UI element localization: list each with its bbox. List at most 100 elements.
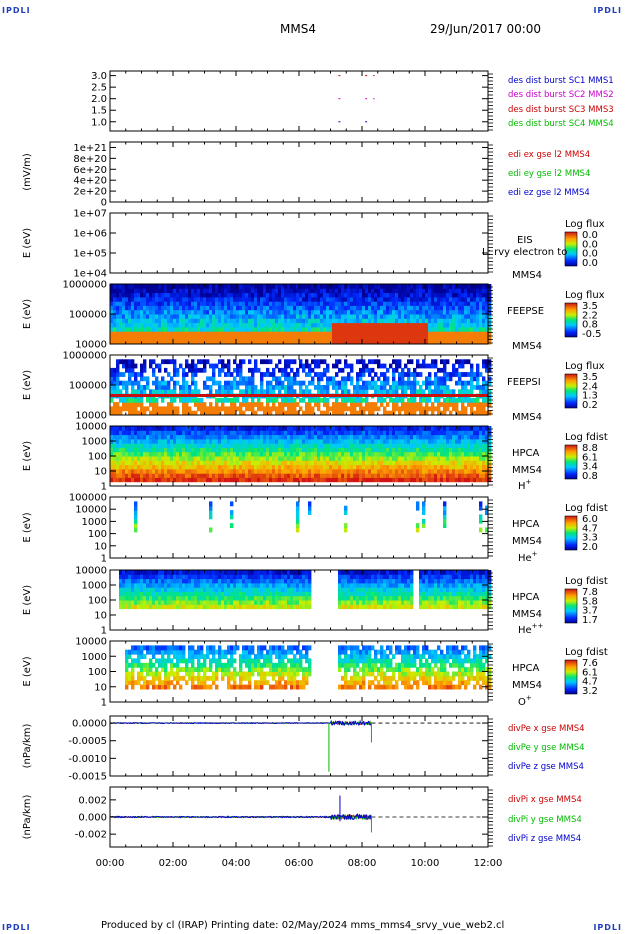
hpca_he2-colorbar-tick: 1.7: [582, 615, 598, 626]
eis-colorbar-tick: 0.0: [582, 249, 598, 260]
hpca_o-ytick-label: 100: [88, 667, 107, 678]
hpca_h-ytick-label: 1000: [82, 437, 107, 448]
feepsi-ytick-label: 10000: [75, 411, 107, 422]
feepse-instrument-label: FEEPSE: [507, 306, 544, 317]
divpi-ytick-label: -0.002: [75, 830, 107, 841]
panel-burst: 3.02.52.01.51.0 des dist burst SC1 MMS1 de…: [91, 70, 614, 132]
eis-sc-label: MMS4: [512, 270, 542, 281]
feepsi-colorbar-tick: 3.5: [582, 372, 598, 383]
divpe-ytick-label: -0.0005: [68, 736, 107, 747]
eis-colorbar-title: Log flux: [565, 219, 605, 230]
hpca_he2-colorbar: [564, 588, 578, 624]
feepse-colorbar-tick: 3.5: [582, 301, 598, 312]
edi-ylabel: (mV/m): [22, 153, 33, 191]
hpca_o-ylabel: E (eV): [22, 656, 33, 686]
hpca_he2-colorbar-tick: 5.8: [582, 596, 598, 607]
panel-hpca_o: 10000 1000 100 10 1 E (eV) Log fdist7.66.14.73…: [22, 637, 608, 709]
hpca_he-colorbar-tick: 2.0: [582, 542, 598, 553]
feepsi-ylabel: E (eV): [22, 370, 33, 400]
hpca_he2-colorbar-tick: 7.8: [582, 587, 598, 598]
panel-hpca_h: 10000 1000 100 10 1 E (eV) Log fdist8.86.13.40…: [22, 422, 608, 493]
hpca_h-ytick-label: 1: [101, 482, 107, 493]
hpca_o-colorbar-tick: 6.1: [582, 667, 598, 678]
x-tick-label: 00:00: [96, 858, 125, 869]
footer-credit: Produced by cl (IRAP) Printing date: 02/…: [101, 920, 505, 931]
edi-legend-0: edi ex gse l2 MMS4: [508, 150, 590, 160]
hpca_h-ylabel: E (eV): [22, 441, 33, 471]
divpi-legend-0: divPi x gse MMS4: [508, 795, 582, 805]
hpca_o-ytick-label: 1000: [82, 652, 107, 663]
hpca_he2-ytick-label: 10000: [75, 566, 107, 577]
x-tick-label: 06:00: [285, 858, 314, 869]
hpca_he-sc-label: MMS4: [512, 536, 542, 547]
panel-feepse: 1000000 100000 10000 E (eV) Log flux3.52.20.…: [22, 280, 605, 353]
hpca_o-species: O+: [518, 694, 532, 708]
divpe-legend-1: divPe y gse MMS4: [508, 743, 585, 753]
hpca_o-sc-label: MMS4: [512, 680, 542, 691]
hpca_he-ylabel: E (eV): [22, 512, 33, 542]
burst-legend-0: des dist burst SC1 MMS1: [508, 76, 614, 86]
feepsi-instrument-label: FEEPSI: [507, 377, 541, 388]
hpca_o-ytick-label: 10000: [75, 637, 107, 648]
eis-ytick-label: 1e+07: [73, 209, 107, 220]
burst-ytick-label: 2.0: [91, 94, 107, 105]
hpca_he2-ytick-label: 100: [88, 596, 107, 607]
hpca_he-colorbar-tick: 3.3: [582, 533, 598, 544]
burst-legend-2: des dist burst SC3 MMS3: [508, 105, 614, 115]
feepse-ytick-label: 100000: [69, 310, 107, 321]
hpca_he-ytick-label: 1: [101, 554, 107, 565]
feepse-colorbar-tick: 2.2: [582, 310, 598, 321]
hpca_h-instrument-label: HPCA: [512, 448, 540, 459]
divpe-ytick-label: -0.0015: [68, 772, 107, 783]
hpca_he2-colorbar-tick: 3.7: [582, 606, 598, 617]
hpca_h-ytick-label: 100: [88, 452, 107, 463]
hpca_he-colorbar-title: Log fdist: [565, 503, 608, 514]
hpca_he-ytick-label: 100000: [69, 493, 107, 504]
hpca_he2-instrument-label: HPCA: [512, 592, 540, 603]
divpi-legend-2: divPi z gse MMS4: [508, 834, 581, 844]
hpca_o-colorbar-tick: 4.7: [582, 677, 598, 688]
date-title: 29/Jun/2017 00:00: [430, 22, 542, 36]
eis-colorbar-tick: 0.0: [582, 230, 598, 241]
feepsi-colorbar-tick: 0.2: [582, 400, 598, 411]
eis-colorbar-tick: 0.0: [582, 239, 598, 250]
divpi-ylabel: (nPa/km): [22, 795, 33, 840]
divpi-legend-1: divPi y gse MMS4: [508, 815, 582, 825]
x-tick-label: 04:00: [222, 858, 251, 869]
feepsi-ytick-label: 100000: [69, 381, 107, 392]
burst-frame: [109, 70, 489, 132]
feepse-colorbar-tick: -0.5: [582, 329, 602, 340]
hpca_he-ytick-label: 10000: [75, 505, 107, 516]
corner-mark-bottom-right: IPDLI: [593, 923, 622, 932]
burst-ytick-label: 2.5: [91, 83, 107, 94]
hpca_he-species: He+: [518, 550, 538, 564]
feepsi-colorbar: [564, 373, 578, 409]
divpe-ytick-label: -0.0010: [68, 754, 107, 765]
hpca_o-colorbar-title: Log fdist: [565, 647, 608, 658]
corner-mark-top-left: IPDLI: [2, 6, 31, 15]
feepsi-sc-label: MMS4: [512, 412, 542, 423]
hpca_o-ytick-label: 1: [101, 698, 107, 709]
spacecraft-title: MMS4: [280, 22, 316, 36]
feepse-sc-label: MMS4: [512, 341, 542, 352]
divpe-legend-0: divPe x gse MMS4: [508, 724, 585, 734]
feepsi-colorbar-title: Log flux: [565, 361, 605, 372]
eis-colorbar: [564, 231, 578, 267]
edi-ytick-label: 6e+20: [73, 165, 107, 176]
hpca_he2-ytick-label: 10: [94, 611, 107, 622]
divpi-ytick-label: 0.000: [78, 813, 107, 824]
hpca_he2-ytick-label: 1: [101, 626, 107, 637]
corner-mark-top-right: IPDLI: [593, 6, 622, 15]
divpe-legend-2: divPe z gse MMS4: [508, 762, 584, 772]
feepse-colorbar-tick: 0.8: [582, 320, 598, 331]
hpca_he-colorbar-tick: 6.0: [582, 514, 598, 525]
hpca_h-colorbar: [564, 444, 578, 480]
corner-mark-bottom-left: IPDLI: [2, 923, 31, 932]
hpca_he-colorbar: [564, 515, 578, 551]
feepsi-colorbar-tick: 1.3: [582, 391, 598, 402]
feepse-colorbar-title: Log flux: [565, 290, 605, 301]
hpca_he-ytick-label: 1000: [82, 517, 107, 528]
edi-ytick-label: 1e+21: [73, 143, 107, 154]
hpca_h-sc-label: MMS4: [512, 465, 542, 476]
edi-frame: [109, 141, 489, 203]
